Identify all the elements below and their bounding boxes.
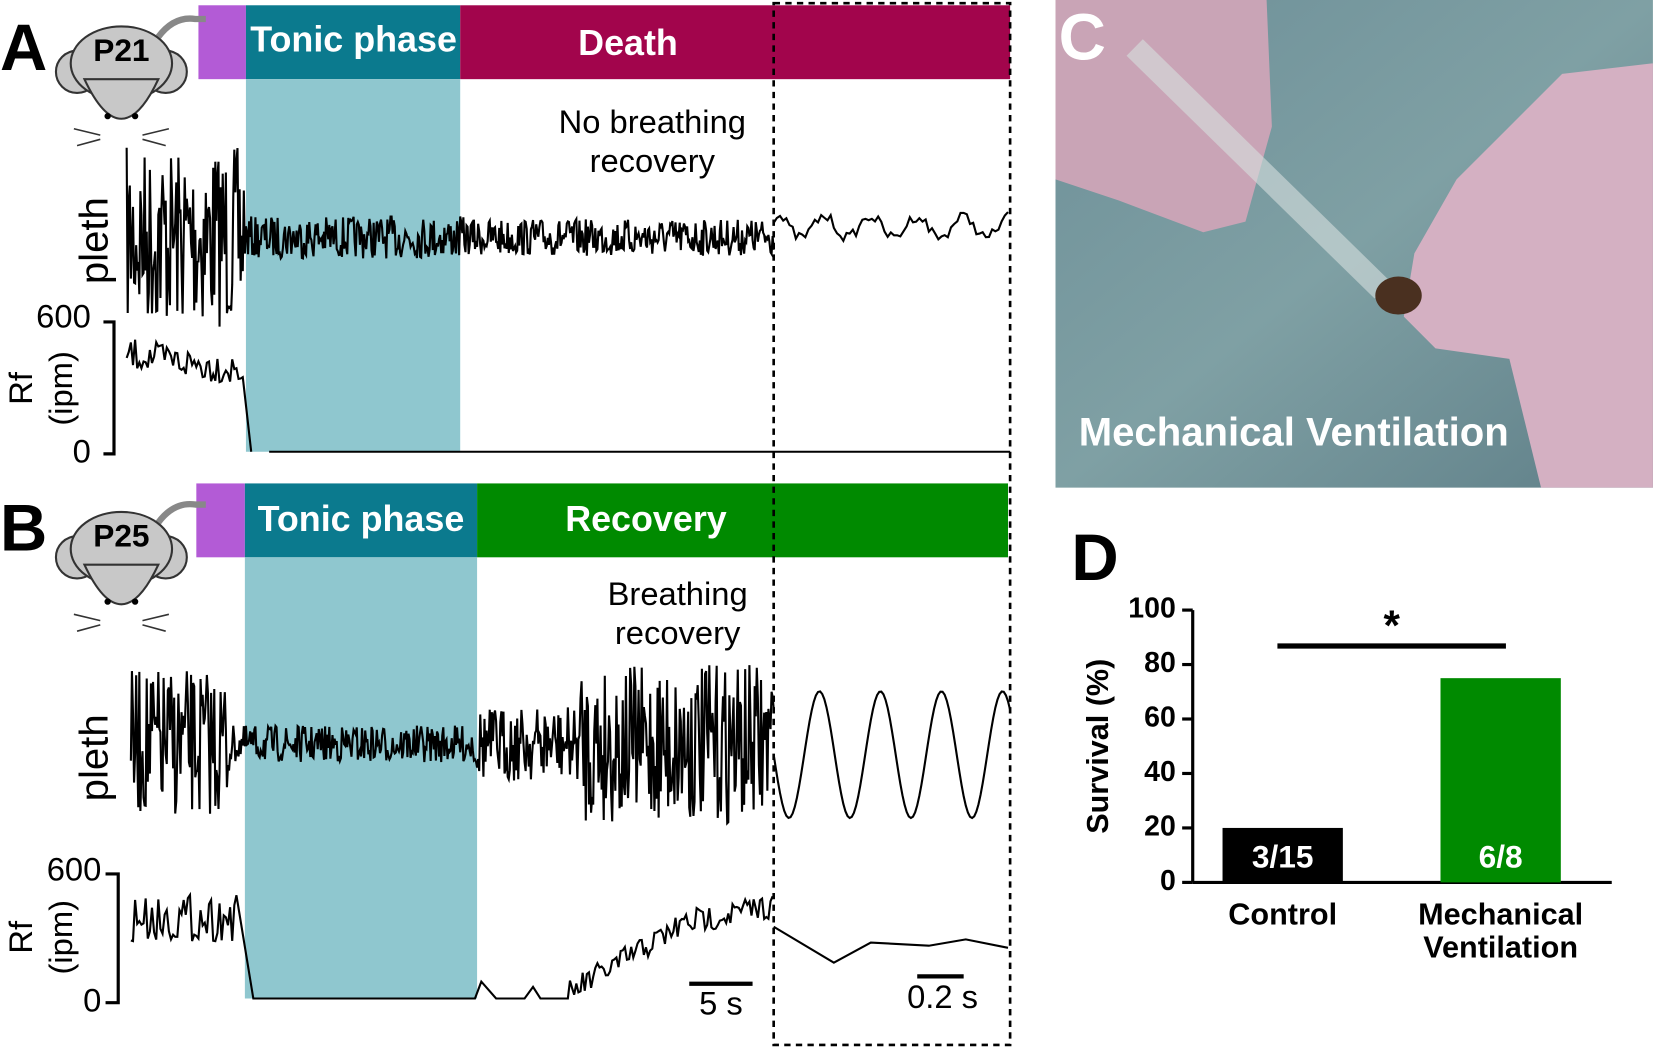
eye [131, 112, 139, 120]
glove [1055, 0, 1272, 233]
mouse-icon: P25 [54, 500, 206, 632]
phase-bar [198, 5, 246, 80]
mouse-icon: P21 [54, 15, 206, 147]
tail [155, 15, 206, 39]
trace [773, 925, 1009, 964]
phase-label: Tonic phase [258, 499, 465, 539]
phase-shade [244, 557, 478, 999]
trace [129, 665, 775, 826]
trace [130, 891, 774, 1000]
phase-bar [460, 5, 1011, 80]
trace-label: pleth [73, 197, 117, 284]
photo-caption: Mechanical Ventilation [1079, 410, 1509, 454]
panel-letter: A [0, 11, 47, 84]
bar [1222, 827, 1343, 883]
whiskers [73, 128, 170, 147]
head [82, 563, 160, 606]
trace [772, 690, 1012, 820]
tick-label: 600 [47, 850, 102, 887]
phase-shade [245, 79, 461, 452]
y-tick-label: 20 [1144, 810, 1176, 842]
panel-letter: B [0, 491, 47, 564]
axis-label: Rf [2, 371, 39, 405]
trace-label: pleth [73, 714, 117, 801]
eye [104, 598, 111, 605]
eye [131, 598, 139, 605]
phase-bar [477, 483, 1009, 558]
axis-label: Rf [2, 920, 39, 954]
rate-axis [103, 320, 116, 456]
value-label: 3/15 [1252, 839, 1314, 875]
tick-label: 0 [83, 981, 101, 1018]
trace [125, 147, 775, 327]
tail [155, 500, 206, 525]
x-tick-label: Mechanical Ventilation [1418, 898, 1584, 965]
trace [772, 211, 1009, 244]
axis-label: (ipm) [42, 351, 79, 426]
trace [125, 338, 253, 452]
outcome-label: Recovery [565, 499, 727, 539]
tick-label: 600 [36, 297, 91, 334]
note: No breathing [559, 103, 746, 140]
glove [1403, 63, 1653, 488]
phase-bar [244, 483, 478, 558]
phase-bar [196, 483, 245, 558]
zoom-box [772, 1, 1012, 1047]
age-label: P25 [93, 518, 149, 554]
value-label: 6/8 [1479, 839, 1523, 875]
phase-bar [245, 5, 461, 80]
panel-letter: C [1059, 1, 1106, 74]
x-tick-label: Control [1228, 898, 1338, 933]
note: Breathing [608, 575, 748, 612]
significance-label: * [1383, 602, 1400, 649]
y-tick-label: 100 [1128, 593, 1176, 625]
y-tick-label: 0 [1160, 865, 1176, 897]
tick-label: 0 [73, 433, 91, 470]
eye [104, 112, 111, 120]
tube [1126, 39, 1391, 299]
note: recovery [590, 142, 716, 179]
scale-label: 0.2 s [907, 978, 978, 1015]
rate-axis [105, 872, 120, 1005]
y-tick-label: 60 [1144, 702, 1176, 734]
age-label: P21 [93, 32, 149, 68]
axis-label: (ipm) [42, 900, 79, 975]
y-axis-label: Survival (%) [1081, 659, 1115, 834]
whiskers [73, 613, 170, 632]
animal [1375, 276, 1422, 315]
scale-label: 5 s [699, 985, 743, 1022]
y-tick-label: 40 [1144, 756, 1176, 788]
note: recovery [615, 614, 741, 651]
head [82, 78, 160, 120]
panel-letter: D [1071, 521, 1118, 594]
phase-label: Tonic phase [250, 20, 457, 60]
outcome-label: Death [578, 23, 678, 63]
bar [1440, 678, 1561, 883]
y-tick-label: 80 [1144, 647, 1176, 679]
